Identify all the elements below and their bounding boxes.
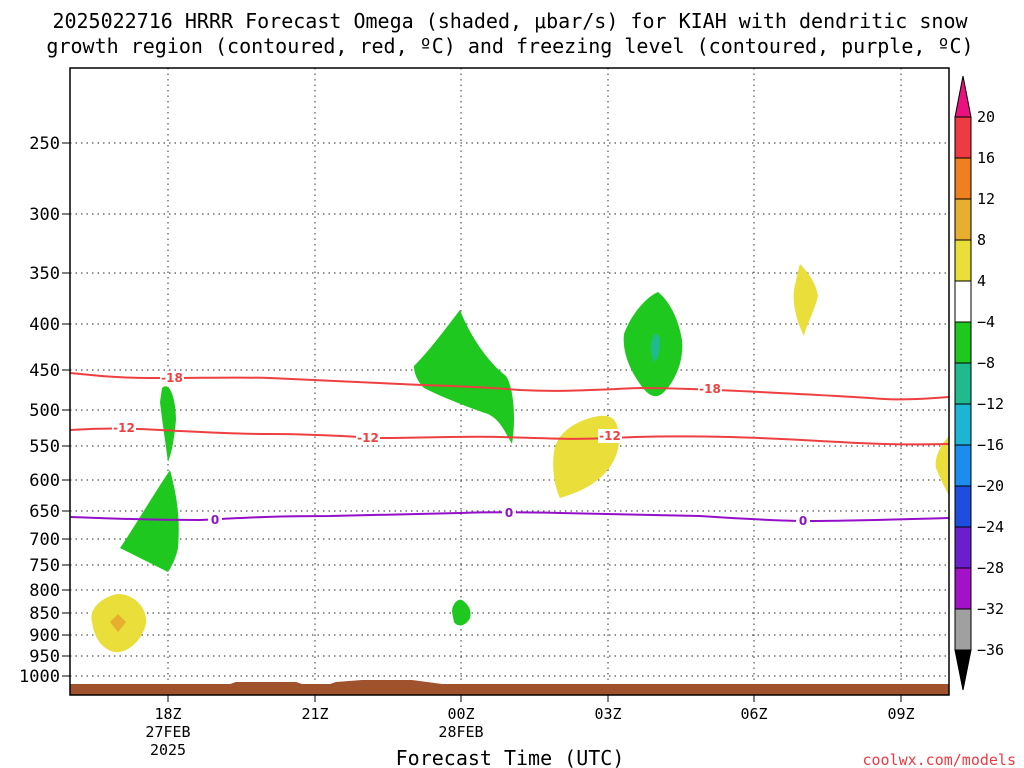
colorbar-band: [954, 280, 972, 323]
omega-area-negative-1: [160, 386, 176, 462]
chart-title-line-2: growth region (contoured, red, ºC) and f…: [46, 34, 973, 58]
colorbar-band: [954, 444, 972, 487]
contour-label: -18: [699, 382, 721, 396]
x-tick-date-label: 27FEB: [145, 723, 190, 741]
omega-area-core-5: [650, 334, 660, 362]
x-tick-label: 06Z: [740, 705, 767, 723]
colorbar-band: [954, 567, 972, 610]
colorbar-label: 20: [977, 108, 995, 126]
colorbar-label: 12: [977, 190, 995, 208]
colorbar-bottom-arrow: [954, 649, 972, 691]
y-tick-label: 250: [29, 134, 60, 154]
contour-label: 0: [211, 513, 219, 527]
omega-area-core-1: [110, 614, 126, 632]
y-tick-label: 400: [29, 315, 60, 335]
colorbar-label: −12: [977, 395, 1004, 413]
y-tick-label: 950: [29, 647, 60, 667]
colorbar-label: −36: [977, 641, 1004, 659]
colorbar-band: [954, 157, 972, 200]
omega-area-negative-2: [120, 470, 179, 572]
ground-surface: [70, 680, 949, 695]
y-tick-label: 750: [29, 556, 60, 576]
colorbar-band: [954, 485, 972, 528]
x-tick-year-label: 2025: [150, 741, 186, 759]
omega-area-positive-4: [935, 436, 949, 496]
colorbar-label: −24: [977, 518, 1004, 536]
chart-title-line-1: 2025022716 HRRR Forecast Omega (shaded, …: [52, 9, 968, 33]
colorbar-label: −28: [977, 559, 1004, 577]
colorbar-band: [954, 239, 972, 282]
x-tick-label: 03Z: [594, 705, 621, 723]
contour-label: -12: [357, 431, 379, 445]
y-tick-label: 850: [29, 604, 60, 624]
y-tick-label: 350: [29, 264, 60, 284]
colorbar-top-arrow: [954, 75, 972, 118]
omega-area-negative-4: [452, 599, 471, 626]
y-tick-label: 300: [29, 205, 60, 225]
colorbar-band: [954, 198, 972, 241]
colorbar-label: −32: [977, 600, 1004, 618]
colorbar-label: −8: [977, 354, 995, 372]
y-tick-label: 550: [29, 437, 60, 457]
colorbar-band: [954, 362, 972, 405]
contour-label: 0: [799, 514, 807, 528]
omega-area-positive-3: [793, 264, 818, 336]
y-axis: 2503003504004505005506006507007508008509…: [19, 134, 70, 687]
colorbar-label: 8: [977, 231, 986, 249]
y-tick-label: 1000: [19, 667, 60, 687]
contour-label: -12: [599, 429, 621, 443]
x-tick-label: 18Z: [154, 705, 181, 723]
x-tick-label: 09Z: [887, 705, 914, 723]
y-tick-label: 800: [29, 581, 60, 601]
colorbar-label: −4: [977, 313, 995, 331]
y-tick-label: 650: [29, 502, 60, 522]
contour-label: -18: [161, 371, 183, 385]
colorbar: 20 16 12 8 4 −4 −8 −12 −16 −20 −24 −28 −32 −36: [954, 75, 1004, 691]
y-tick-label: 900: [29, 626, 60, 646]
contour-labels: -18 -18 -12 -12 -12 0 0 0: [112, 371, 810, 528]
y-tick-label: 700: [29, 530, 60, 550]
contour-label: 0: [505, 506, 513, 520]
contour-label: -12: [113, 421, 135, 435]
colorbar-band: [954, 321, 972, 364]
x-tick-label: 21Z: [301, 705, 328, 723]
y-tick-label: 500: [29, 401, 60, 421]
omega-area-negative-3: [414, 310, 514, 444]
x-tick-label: 00Z: [447, 705, 474, 723]
colorbar-band: [954, 526, 972, 569]
y-tick-label: 600: [29, 471, 60, 491]
plot-area: [70, 68, 949, 695]
colorbar-band: [954, 608, 972, 651]
contour-line-minus-18: [69, 372, 950, 401]
contour-line-minus-12: [69, 427, 950, 446]
y-tick-label: 450: [29, 361, 60, 381]
colorbar-band: [954, 116, 972, 159]
x-tick-date-label: 28FEB: [438, 723, 483, 741]
plot-frame: [69, 67, 950, 696]
omega-shading: [91, 264, 949, 653]
colorbar-label: 4: [977, 272, 986, 290]
credit-text: coolwx.com/models: [862, 751, 1016, 768]
colorbar-label: −16: [977, 436, 1004, 454]
x-axis-label: Forecast Time (UTC): [396, 746, 625, 768]
colorbar-label: −20: [977, 477, 1004, 495]
colorbar-band: [954, 403, 972, 446]
colorbar-label: 16: [977, 149, 995, 167]
